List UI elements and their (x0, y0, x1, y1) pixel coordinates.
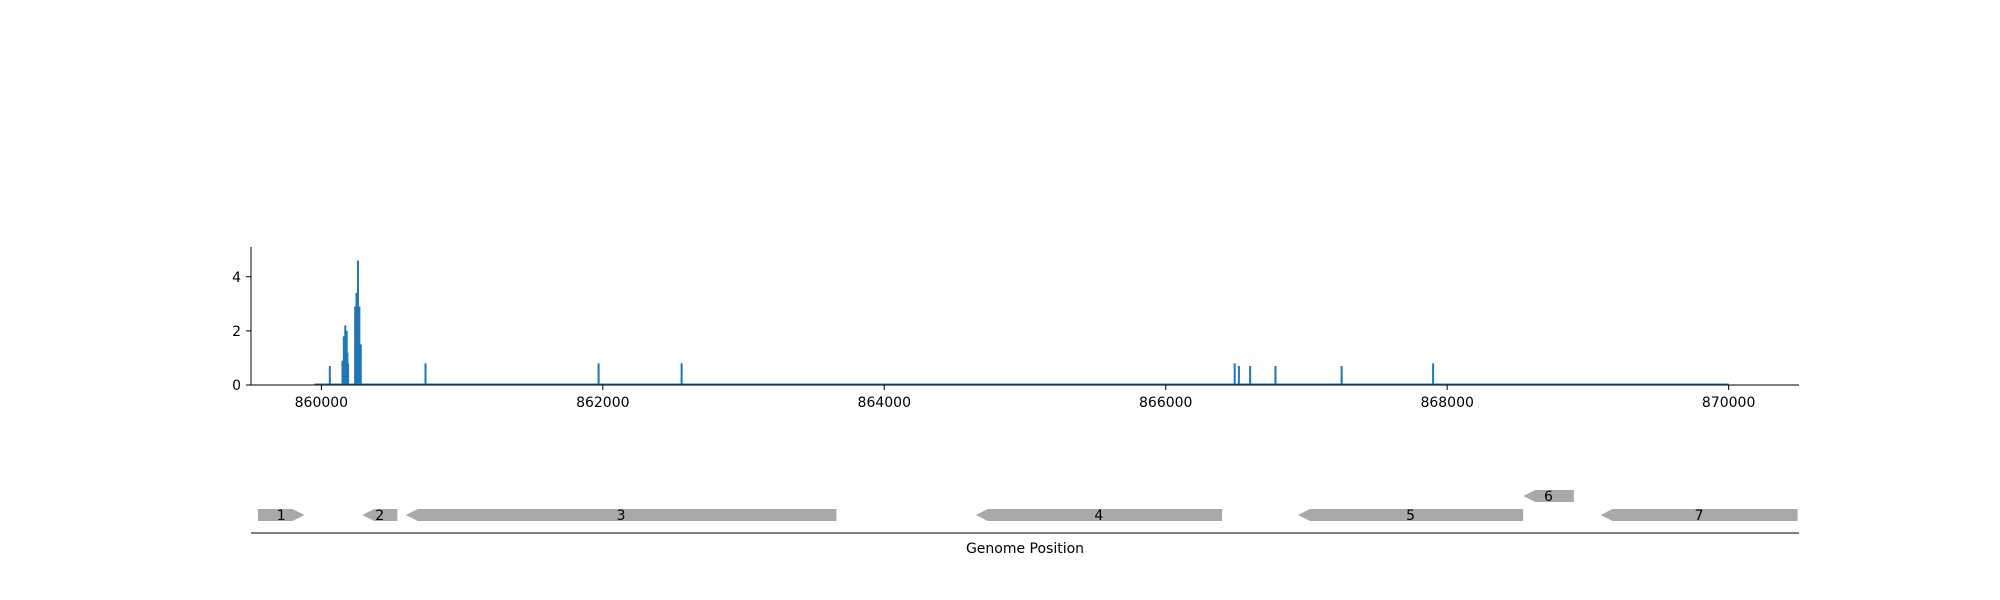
gene-label: 3 (617, 508, 626, 524)
coverage-bars (314, 260, 1729, 386)
x-tick-label: 870000 (1702, 395, 1755, 411)
y-tick-label: 4 (232, 270, 241, 286)
x-tick-label: 866000 (1139, 395, 1192, 411)
gene-arrow (1600, 509, 1798, 521)
x-axis-title: Genome Position (966, 541, 1084, 557)
gene-arrow (362, 509, 398, 521)
x-tick-label: 862000 (576, 395, 629, 411)
gene-label: 4 (1094, 508, 1103, 524)
y-axis-ticks: 0 2 4 (232, 270, 251, 394)
x-tick-label: 868000 (1420, 395, 1473, 411)
gene-label: 2 (375, 508, 384, 524)
x-tick-label: 860000 (295, 395, 348, 411)
x-tick-label: 864000 (858, 395, 911, 411)
y-tick-label: 0 (232, 378, 241, 394)
gene-label: 5 (1406, 508, 1415, 524)
gene-arrow (405, 509, 837, 521)
gene-arrow (1523, 490, 1574, 502)
gene-track-panel: 1 2 3 4 5 6 7 Genome Position (251, 489, 1799, 557)
x-axis-ticks: 860000 862000 864000 866000 868000 870000 (295, 385, 1755, 411)
gene-label: 6 (1544, 489, 1553, 505)
y-tick-label: 2 (232, 324, 241, 340)
gene-track: 1 2 3 4 5 6 7 (258, 489, 1798, 524)
gene-arrow (258, 509, 305, 521)
gene-arrow (1298, 509, 1524, 521)
gene-label: 7 (1695, 508, 1704, 524)
gene-label: 1 (277, 508, 286, 524)
gene-arrow (975, 509, 1223, 521)
coverage-panel: 860000 862000 864000 866000 868000 870000 0 2 4 (232, 247, 1799, 411)
